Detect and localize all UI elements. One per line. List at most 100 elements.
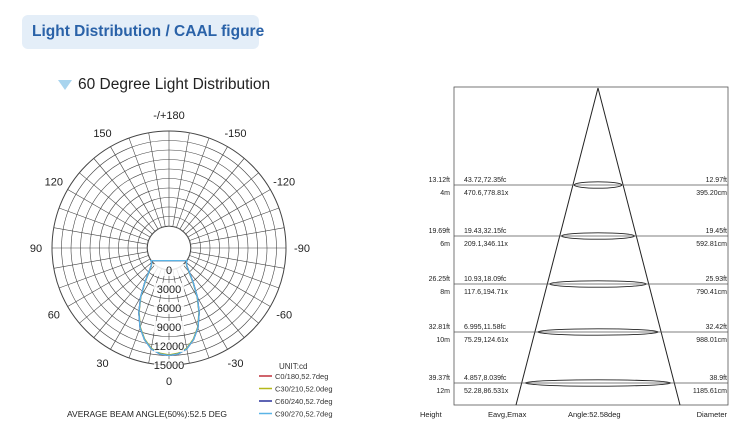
cone-footer-label: Angle:52.58deg (568, 410, 621, 419)
triangle-down-icon (58, 80, 72, 90)
angle-label: 120 (45, 177, 63, 189)
height-m: 4m (440, 190, 450, 197)
grid-spoke (185, 261, 259, 324)
illuminance-lx: 75.29,124.61x (464, 337, 509, 344)
diameter-cm: 790.41cm (696, 289, 727, 296)
angle-label: -120 (273, 177, 295, 189)
beam-ellipse (537, 328, 659, 336)
radial-label-bg (154, 302, 184, 314)
radial-label: 9000 (157, 322, 181, 334)
cone-footer: Height Eavg,Emax Angle:52.58deg Diameter (420, 410, 727, 419)
angle-label: -150 (224, 128, 246, 140)
beam-ellipse (525, 379, 671, 387)
grid-spoke (110, 266, 159, 350)
height-m: 8m (440, 289, 450, 296)
height-ft: 39.37ft (429, 375, 450, 382)
illuminance-fc: 6.995,11.58fc (464, 324, 506, 331)
header-title: Light Distribution / CAAL figure (32, 23, 265, 40)
angle-label: 90 (30, 243, 42, 255)
angle-label: -90 (294, 243, 310, 255)
illuminance-lx: 52.28,86.531x (464, 388, 509, 395)
illuminance-fc: 10.93,18.09fc (464, 276, 507, 283)
polar-grid (51, 130, 287, 366)
diameter-cm: 395.20cm (696, 190, 727, 197)
height-ft: 32.81ft (429, 324, 450, 331)
legend-label: C60/240,52.7deg (275, 397, 333, 406)
grid-spoke (179, 266, 228, 350)
beam-ellipse (561, 232, 635, 240)
radial-label-bg (154, 359, 184, 371)
grid-spoke (189, 255, 280, 289)
grid-spoke (148, 132, 166, 227)
legend-label: C90/270,52.7deg (275, 410, 333, 419)
grid-spoke (187, 189, 271, 238)
cone-side-right (597, 87, 681, 406)
radial-label: 12000 (154, 341, 185, 353)
height-ft: 19.69ft (429, 228, 450, 235)
angle-label: -/+180 (153, 110, 185, 122)
radial-label: 3000 (157, 284, 181, 296)
cone-side-left (515, 87, 599, 406)
grid-spoke (190, 251, 285, 269)
angle-label: 60 (48, 310, 60, 322)
cone-footer-label: Eavg,Emax (488, 410, 527, 419)
grid-spoke (110, 146, 159, 230)
grid-spoke (185, 172, 259, 235)
diameter-ft: 25.93ft (706, 276, 727, 283)
legend-label: C0/180,52.7deg (275, 372, 328, 381)
radial-label-bg (154, 283, 184, 295)
curve-3 (138, 259, 200, 357)
illuminance-lx: 117.6,194.71x (464, 289, 508, 296)
illuminance-fc: 19.43,32.15fc (464, 228, 507, 235)
polar-curves (138, 259, 200, 357)
diameter-cm: 1185.61cm (693, 388, 727, 395)
grid-spoke (53, 251, 148, 269)
diameter-cm: 592.81cm (696, 241, 727, 248)
unit-label: UNIT:cd (279, 362, 307, 371)
height-m: 10m (436, 337, 450, 344)
grid-spoke (58, 207, 149, 241)
diameter-ft: 38.9ft (709, 375, 727, 382)
height-ft: 13.12ft (429, 177, 450, 184)
grid-spoke (187, 258, 271, 307)
height-m: 12m (436, 388, 450, 395)
grid-spoke (182, 264, 245, 338)
legend: C0/180,52.7deg C30/210,52.0deg C60/240,52.… (259, 372, 333, 419)
grid-center (147, 226, 191, 270)
grid-spoke (172, 132, 190, 227)
grid-spoke (93, 264, 156, 338)
cone-diagram: 13.12ft 4m 43.72,72.35fc 470.6,778.81x 12.97… (420, 86, 729, 419)
diameter-ft: 12.97ft (706, 177, 727, 184)
polar-labels: -/+180 150 -150 120 -120 90 -90 60 -60 30 -30 0 0 300… (30, 110, 310, 388)
grid-spoke (179, 146, 228, 230)
cone-rows: 13.12ft 4m 43.72,72.35fc 470.6,778.81x 12.97… (429, 87, 728, 406)
grid-spoke (128, 137, 162, 228)
grid-spoke (189, 207, 280, 241)
diameter-ft: 19.45ft (706, 228, 727, 235)
radial-label: 6000 (157, 303, 181, 315)
angle-label: -30 (228, 358, 244, 370)
illuminance-fc: 4.857,8.039fc (464, 375, 507, 382)
grid-spoke (53, 227, 148, 245)
grid-spoke (79, 172, 153, 235)
illuminance-lx: 209.1,346.11x (464, 241, 508, 248)
height-m: 6m (440, 241, 450, 248)
beam-angle-label: AVERAGE BEAM ANGLE(50%):52.5 DEG (67, 409, 227, 419)
angle-label: 150 (93, 128, 111, 140)
beam-ellipse (573, 181, 623, 189)
diameter-cm: 988.01cm (696, 337, 727, 344)
radial-label: 0 (166, 265, 172, 277)
grid-spoke (58, 255, 149, 289)
angle-label: -60 (276, 310, 292, 322)
cone-footer-label: Diameter (697, 410, 728, 419)
angle-label: 0 (166, 376, 172, 388)
cone-footer-label: Height (420, 410, 443, 419)
grid-spoke (67, 258, 151, 307)
legend-label: C30/210,52.0deg (275, 385, 333, 394)
beam-ellipse (549, 280, 647, 288)
grid-spoke (190, 227, 285, 245)
radial-label-bg (154, 264, 184, 276)
grid-spoke (176, 137, 210, 228)
radial-label-bg (154, 340, 184, 352)
